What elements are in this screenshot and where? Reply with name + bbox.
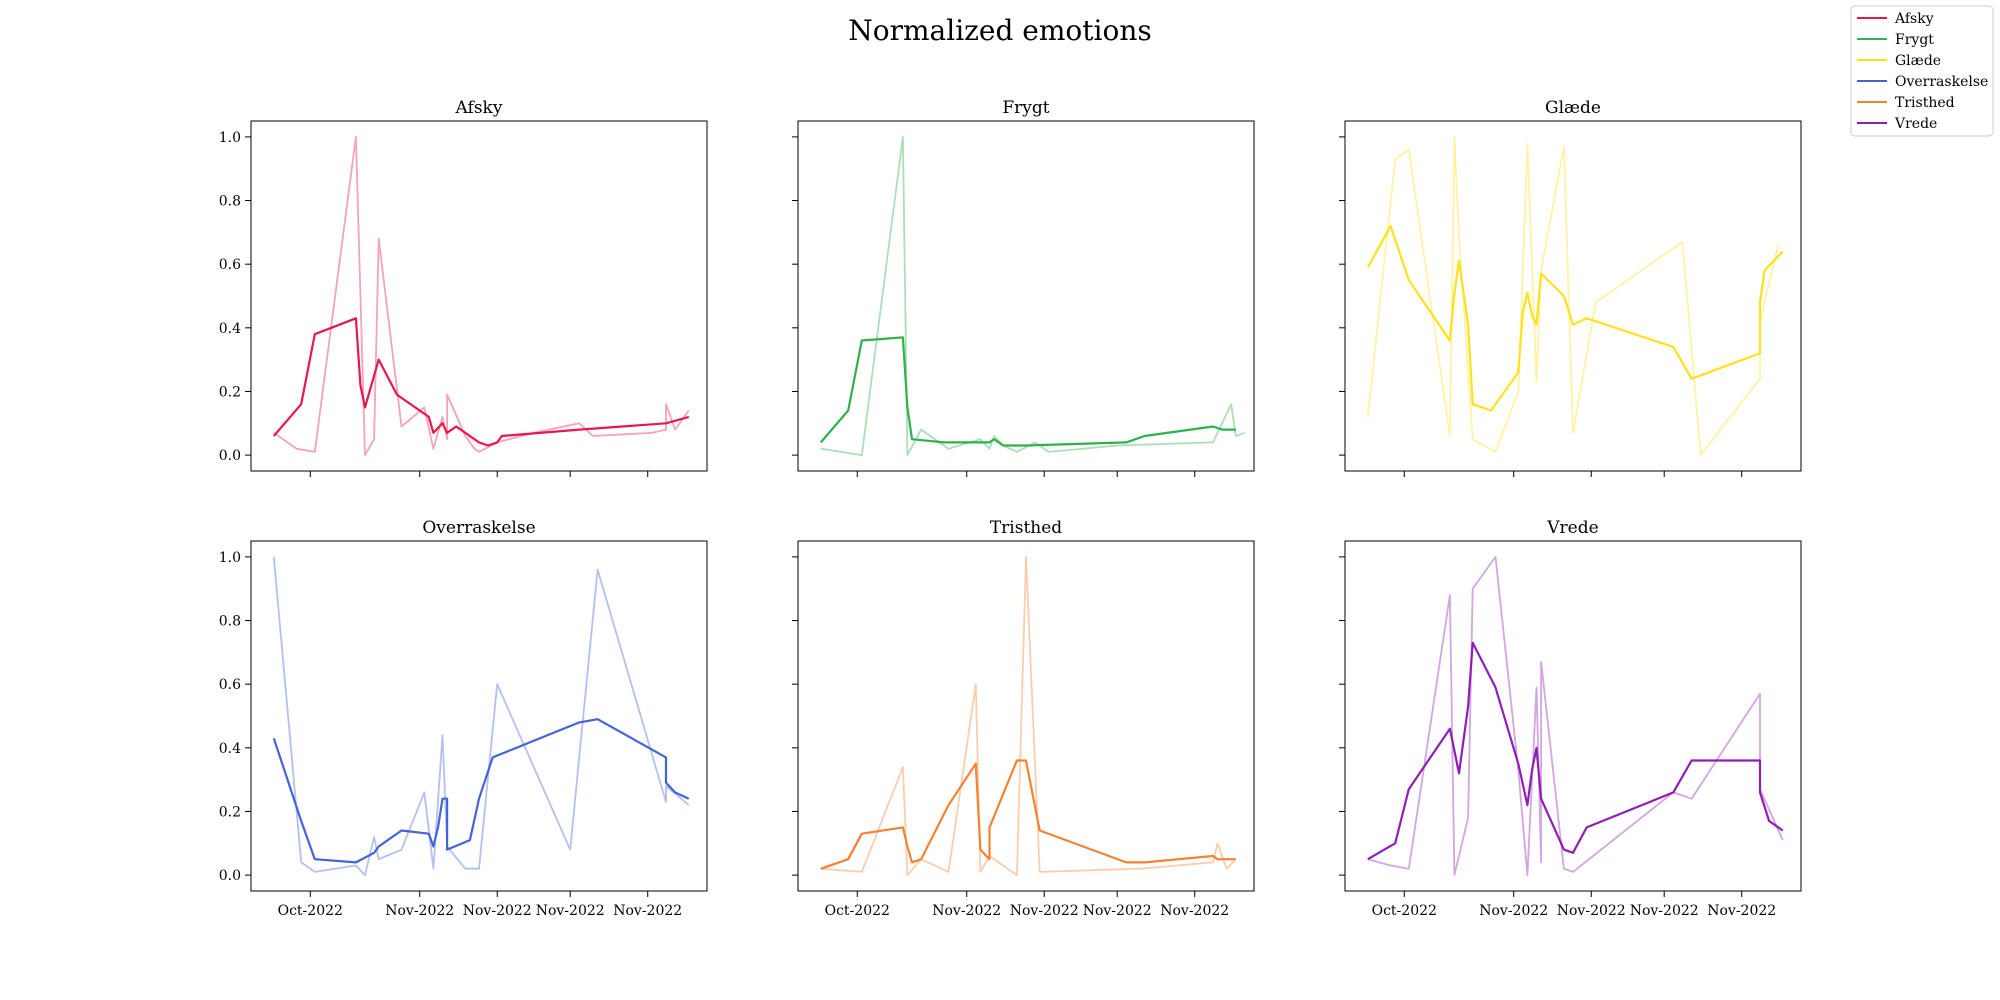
subplot-title-frygt: Frygt (1002, 98, 1049, 118)
xtick-label: Oct-2022 (278, 903, 343, 919)
raw-line-glaede (1366, 136, 1780, 456)
plot-frame-afsky (250, 120, 708, 472)
subplot-title-glaede: Glæde (1545, 98, 1601, 118)
plot-frame-glaede (1344, 120, 1802, 472)
ytick-label: 0.4 (219, 741, 241, 757)
ytick-label: 0.6 (219, 257, 241, 273)
xtick-label: Nov-2022 (1083, 903, 1152, 919)
ytick-label: 0.8 (219, 194, 241, 210)
subplot-overraskelse: Overraskelse 0.0 0.2 0.4 0.6 0.8 1.0 Oct-2022 No… (219, 518, 708, 919)
raw-line-overraskelse (272, 556, 690, 876)
legend-label-vrede: Vrede (1894, 116, 1937, 132)
xtick-label: Oct-2022 (825, 903, 890, 919)
legend-label-tristhed: Tristhed (1895, 95, 1955, 111)
xtick-label: Nov-2022 (385, 903, 454, 919)
xtick-label: Nov-2022 (1479, 903, 1548, 919)
legend-label-overraskelse: Overraskelse (1895, 74, 1988, 90)
legend-label-afsky: Afsky (1894, 11, 1934, 27)
xtick-label: Nov-2022 (1160, 903, 1229, 919)
legend: Afsky Frygt Glæde Overraskelse Tristhed … (1850, 5, 1994, 137)
plot-frame-overraskelse (250, 540, 708, 892)
ytick-label: 0.8 (219, 614, 241, 630)
ytick-label: 0.2 (219, 384, 241, 400)
ytick-label: 0.0 (219, 868, 241, 884)
ytick-label: 0.2 (219, 804, 241, 820)
plot-frame-tristhed (797, 540, 1255, 892)
xtick-label: Nov-2022 (932, 903, 1001, 919)
ytick-label: 1.0 (219, 130, 241, 146)
raw-line-afsky (273, 136, 690, 456)
legend-label-frygt: Frygt (1895, 32, 1934, 48)
subplot-frygt: Frygt (792, 98, 1255, 477)
xtick-label: Nov-2022 (1557, 903, 1626, 919)
subplot-glaede: Glæde (1339, 98, 1802, 477)
ytick-label: 0.0 (219, 448, 241, 464)
smoothed-line-afsky (272, 317, 690, 447)
xtick-label: Nov-2022 (613, 903, 682, 919)
ytick-label: 1.0 (219, 550, 241, 566)
xtick-label: Nov-2022 (536, 903, 605, 919)
subplot-afsky: Afsky 0.0 0.2 0.4 0.6 0.8 1.0 (219, 98, 708, 477)
smoothed-line-vrede (1367, 641, 1784, 861)
xtick-label: Nov-2022 (463, 903, 532, 919)
plot-frame-vrede (1344, 540, 1802, 892)
raw-line-vrede (1367, 556, 1784, 876)
raw-line-frygt (820, 136, 1246, 456)
figure-title: Normalized emotions (848, 14, 1152, 47)
subplot-title-overraskelse: Overraskelse (422, 518, 535, 538)
smoothed-line-tristhed (820, 759, 1236, 870)
xtick-label: Nov-2022 (1630, 903, 1699, 919)
xtick-label: Oct-2022 (1372, 903, 1437, 919)
xtick-label: Nov-2022 (1010, 903, 1079, 919)
smoothed-line-overraskelse (272, 718, 690, 864)
raw-line-tristhed (820, 556, 1237, 876)
plot-frame-frygt (797, 120, 1255, 472)
subplot-title-afsky: Afsky (455, 98, 503, 118)
smoothed-line-frygt (819, 336, 1236, 447)
ytick-label: 0.4 (219, 321, 241, 337)
subplots-grid: Afsky 0.0 0.2 0.4 0.6 0.8 1.0 Frygt Glæde Overras… (219, 98, 1802, 919)
subplot-title-vrede: Vrede (1546, 518, 1598, 538)
xtick-label: Nov-2022 (1707, 903, 1776, 919)
legend-label-glaede: Glæde (1895, 53, 1941, 69)
ytick-label: 0.6 (219, 677, 241, 693)
smoothed-line-glaede (1366, 224, 1784, 412)
subplot-title-tristhed: Tristhed (990, 518, 1062, 538)
